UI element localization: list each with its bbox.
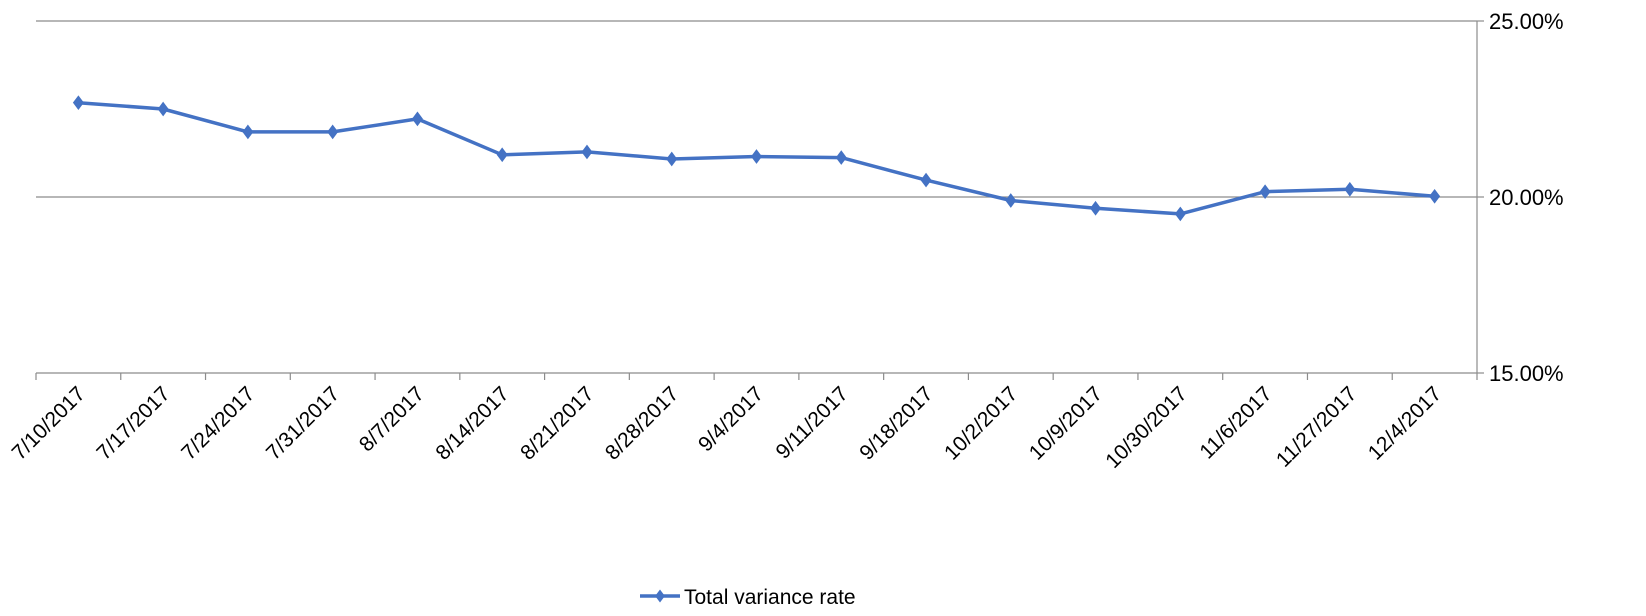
- data-point-marker: [1090, 200, 1102, 216]
- data-point-marker: [242, 124, 254, 140]
- series-layer: [72, 95, 1441, 222]
- data-point-marker: [1259, 184, 1271, 200]
- data-point-marker: [751, 149, 762, 164]
- data-point-marker: [496, 147, 508, 163]
- y-axis-ticks: 25.00% 20.00% 15.00%: [1477, 9, 1564, 386]
- x-tick-label: 10/30/2017: [1101, 382, 1192, 473]
- y-tick-label: 20.00%: [1489, 185, 1564, 210]
- x-tick-label: 8/7/2017: [355, 382, 429, 456]
- x-tick-label: 7/31/2017: [262, 382, 344, 464]
- data-point-marker: [581, 144, 593, 160]
- x-tick-label: 8/21/2017: [516, 382, 598, 464]
- x-tick-label: 8/14/2017: [431, 382, 513, 464]
- legend: Total variance rate: [640, 586, 856, 609]
- y-tick-label: 25.00%: [1489, 9, 1564, 34]
- data-point-marker: [835, 150, 847, 165]
- x-tick-label: 9/4/2017: [694, 382, 768, 456]
- x-tick-label: 12/4/2017: [1364, 382, 1446, 464]
- x-tick-label: 8/28/2017: [601, 382, 683, 464]
- y-tick-label: 15.00%: [1489, 361, 1564, 386]
- data-point-marker: [1005, 193, 1017, 208]
- x-tick-label: 7/10/2017: [8, 382, 90, 464]
- data-point-marker: [1174, 206, 1186, 222]
- x-tick-label: 9/11/2017: [772, 382, 853, 463]
- data-point-marker: [327, 124, 339, 140]
- legend-label: Total variance rate: [684, 586, 856, 609]
- data-point-marker: [1344, 181, 1356, 197]
- gridlines: [36, 20, 1477, 198]
- legend-marker-icon: [655, 589, 665, 603]
- x-tick-label: 9/18/2017: [855, 382, 937, 464]
- data-point-marker: [1429, 188, 1441, 204]
- x-tick-label: 7/24/2017: [177, 382, 259, 464]
- x-tick-label: 10/2/2017: [940, 382, 1022, 464]
- data-point-marker: [666, 151, 678, 167]
- data-point-marker: [72, 95, 84, 110]
- data-point-marker: [920, 172, 932, 188]
- x-tick-label: 7/17/2017: [92, 382, 174, 464]
- x-tick-label: 11/6/2017: [1195, 382, 1276, 463]
- data-point-marker: [411, 111, 423, 127]
- x-tick-label: 10/9/2017: [1025, 382, 1107, 464]
- x-axis-ticks: 7/10/2017 7/17/2017 7/24/2017 7/31/2017 8/7/…: [8, 373, 1478, 473]
- data-point-marker: [157, 101, 169, 117]
- x-tick-label: 11/27/2017: [1272, 382, 1361, 471]
